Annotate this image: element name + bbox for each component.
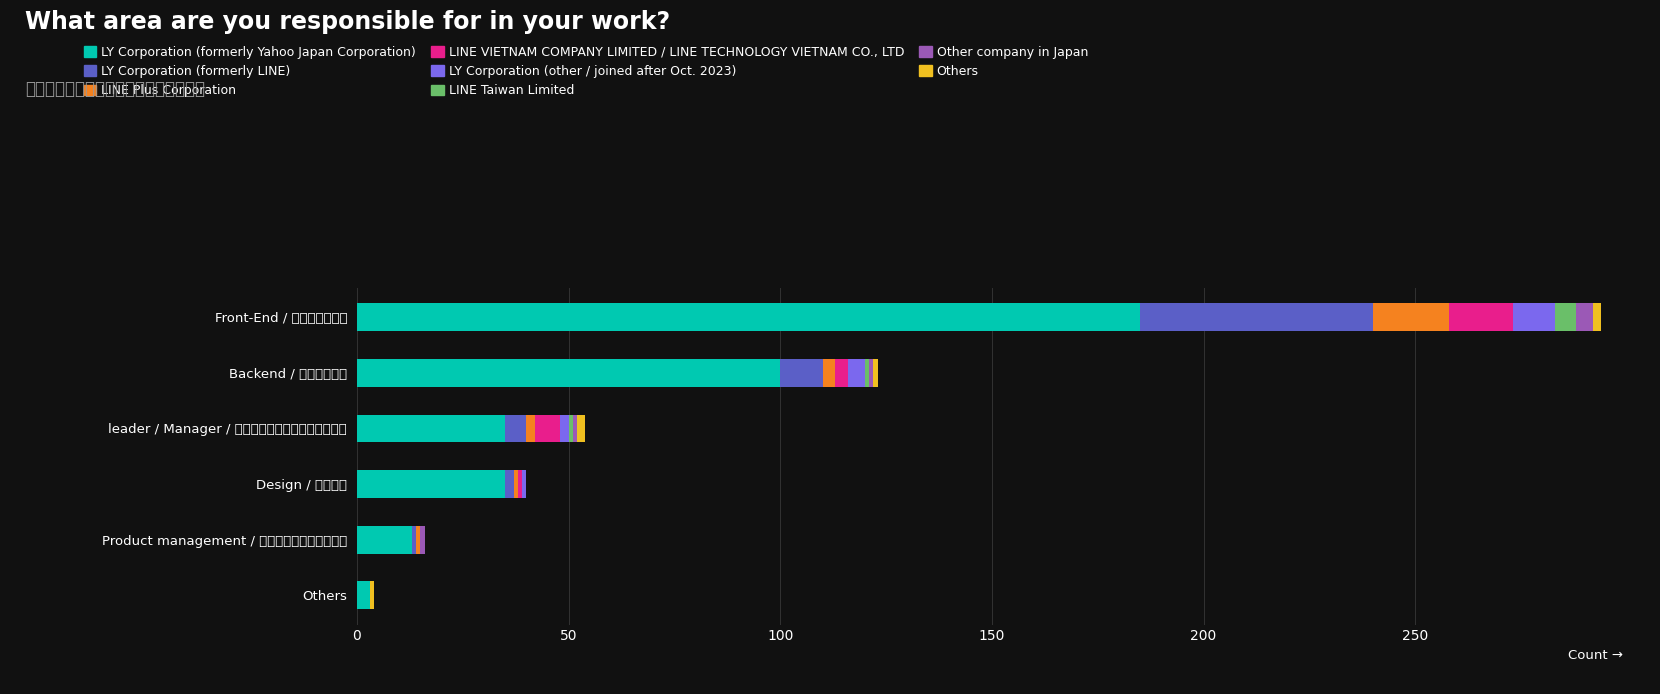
Bar (573, 414, 578, 442)
Bar (873, 359, 878, 387)
Bar (568, 414, 573, 442)
Bar (559, 414, 568, 442)
Bar (357, 582, 370, 609)
Bar (870, 359, 873, 387)
Bar (1373, 303, 1449, 331)
Bar (865, 359, 870, 387)
Bar (780, 359, 823, 387)
Bar (357, 303, 1140, 331)
Bar (505, 414, 526, 442)
Bar (835, 359, 848, 387)
Text: Count →: Count → (1569, 649, 1623, 662)
Bar (521, 471, 526, 498)
Bar (535, 414, 559, 442)
Bar (513, 471, 518, 498)
Bar (420, 526, 425, 554)
Bar (1575, 303, 1594, 331)
Bar (357, 526, 412, 554)
Text: 業務で担当している領域はなんですか？: 業務で担当している領域はなんですか？ (25, 80, 204, 98)
Bar (823, 359, 835, 387)
Bar (412, 526, 417, 554)
Bar (1594, 303, 1602, 331)
Bar (357, 471, 505, 498)
Bar (1140, 303, 1373, 331)
Bar (505, 471, 513, 498)
Bar (357, 414, 505, 442)
Bar (1449, 303, 1512, 331)
Text: What area are you responsible for in your work?: What area are you responsible for in you… (25, 10, 671, 35)
Bar (518, 471, 521, 498)
Bar (526, 414, 535, 442)
Bar (357, 359, 780, 387)
Bar (848, 359, 865, 387)
Bar (370, 582, 374, 609)
Bar (1555, 303, 1575, 331)
Legend: LY Corporation (formerly Yahoo Japan Corporation), LY Corporation (formerly LINE: LY Corporation (formerly Yahoo Japan Cor… (85, 46, 1087, 97)
Bar (1512, 303, 1555, 331)
Bar (578, 414, 586, 442)
Bar (417, 526, 420, 554)
